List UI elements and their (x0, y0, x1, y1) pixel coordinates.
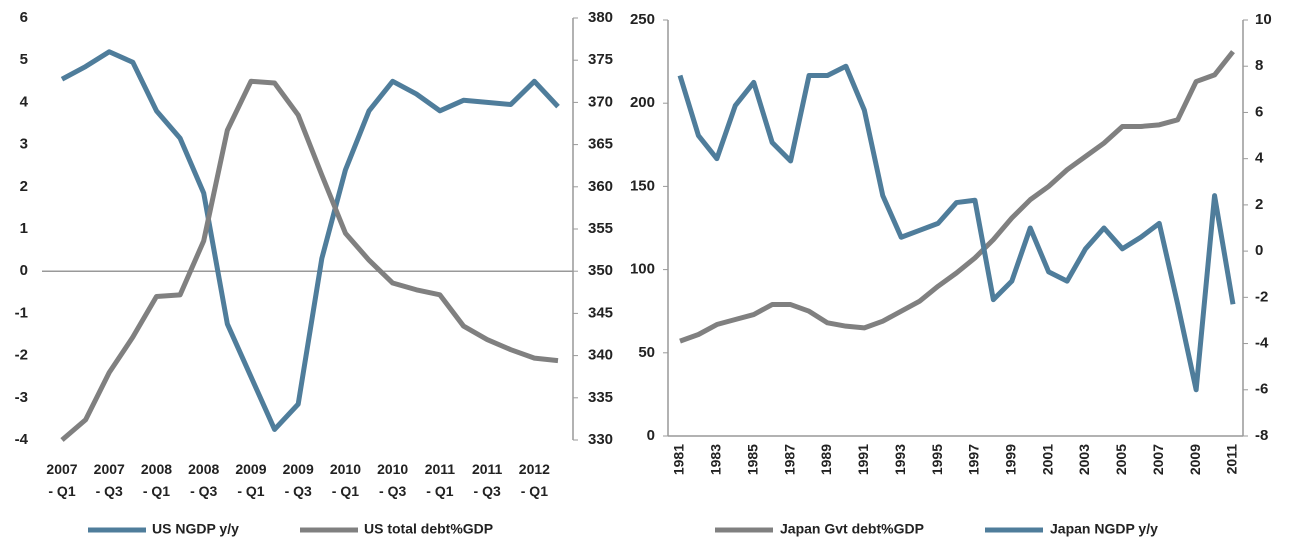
x-tick-label: 1993 (892, 444, 908, 475)
y2-tick-label: 10 (1255, 11, 1272, 28)
x-tick-label: 2011 - Q1 (424, 461, 456, 499)
x-tick-label: 1995 (929, 444, 945, 475)
y2-tick-label: 2 (1255, 196, 1263, 213)
y-tick-label: 250 (630, 11, 655, 28)
y2-tick-label: 355 (588, 220, 613, 237)
line-series (679, 50, 1235, 344)
y2-tick-label: 4 (1255, 150, 1264, 167)
x-tick-label: 2010 - Q3 (377, 461, 409, 499)
y-tick-label: -4 (15, 431, 29, 448)
y2-tick-label: 6 (1255, 103, 1263, 120)
x-tick-label: 2010 - Q1 (329, 461, 361, 499)
x-tick-label: 1989 (818, 444, 834, 475)
x-tick-label: 2007 (1150, 444, 1166, 475)
legend-label: US total debt%GDP (364, 521, 493, 537)
x-tick-label: 2011 - Q3 (471, 461, 503, 499)
y-tick-label: 1 (20, 220, 28, 237)
y-tick-label: -3 (15, 389, 28, 406)
x-tick-label: 2007 - Q1 (46, 461, 78, 499)
y-tick-label: 100 (630, 261, 655, 278)
y-tick-label: 150 (630, 177, 655, 194)
legend-label: Japan NGDP y/y (1050, 521, 1158, 537)
y-tick-label: 6 (20, 9, 28, 26)
y-tick-label: 50 (638, 344, 655, 361)
y2-tick-label: 330 (588, 431, 613, 448)
x-tick-label: 2003 (1076, 444, 1092, 475)
x-tick-label: 2001 (1039, 444, 1055, 475)
x-tick-label: 1999 (1003, 444, 1019, 475)
y2-tick-label: 340 (588, 347, 613, 364)
x-tick-label: 2005 (1113, 444, 1129, 475)
y-tick-label: 3 (20, 136, 28, 153)
x-tick-label: 1997 (966, 444, 982, 475)
y-tick-label: 0 (647, 427, 655, 444)
y2-tick-label: -8 (1255, 427, 1268, 444)
x-tick-label: 1991 (855, 444, 871, 475)
y2-tick-label: 335 (588, 389, 613, 406)
y2-tick-label: 350 (588, 262, 613, 279)
y2-tick-label: -4 (1255, 335, 1269, 352)
y2-tick-label: 370 (588, 93, 613, 110)
y2-tick-label: 375 (588, 51, 613, 68)
x-tick-label: 2009 - Q3 (282, 461, 314, 499)
y2-tick-label: 345 (588, 304, 613, 321)
y-tick-label: -1 (15, 304, 28, 321)
line-series (677, 63, 1236, 393)
x-tick-label: 2009 - Q1 (235, 461, 267, 499)
legend-label: US NGDP y/y (152, 521, 239, 537)
y-tick-label: 4 (20, 93, 29, 110)
x-tick-label: 2008 - Q3 (188, 461, 220, 499)
y2-tick-label: 8 (1255, 57, 1263, 74)
y-tick-label: 5 (20, 51, 28, 68)
x-tick-label: 2011 (1224, 444, 1240, 475)
y-tick-label: -2 (15, 347, 28, 364)
line-series (60, 49, 560, 432)
y-tick-label: 2 (20, 178, 28, 195)
x-tick-label: 1987 (781, 444, 797, 475)
legend-label: Japan Gvt debt%GDP (780, 521, 924, 537)
y2-tick-label: 380 (588, 9, 613, 26)
y2-tick-label: -2 (1255, 288, 1268, 305)
x-tick-label: 2009 (1187, 444, 1203, 475)
y-tick-label: 200 (630, 94, 655, 111)
y2-tick-label: 360 (588, 178, 613, 195)
x-tick-label: 1983 (708, 444, 724, 475)
x-tick-label: 1981 (671, 444, 687, 475)
y2-tick-label: 365 (588, 136, 613, 153)
y2-tick-label: 0 (1255, 242, 1263, 259)
x-tick-label: 2008 - Q1 (140, 461, 173, 499)
y-tick-label: 0 (20, 262, 28, 279)
x-tick-label: 2007 - Q3 (93, 461, 125, 499)
y2-tick-label: -6 (1255, 381, 1268, 398)
x-tick-label: 1985 (744, 444, 760, 475)
line-series (60, 78, 559, 442)
x-tick-label: 2012 - Q1 (518, 461, 550, 499)
